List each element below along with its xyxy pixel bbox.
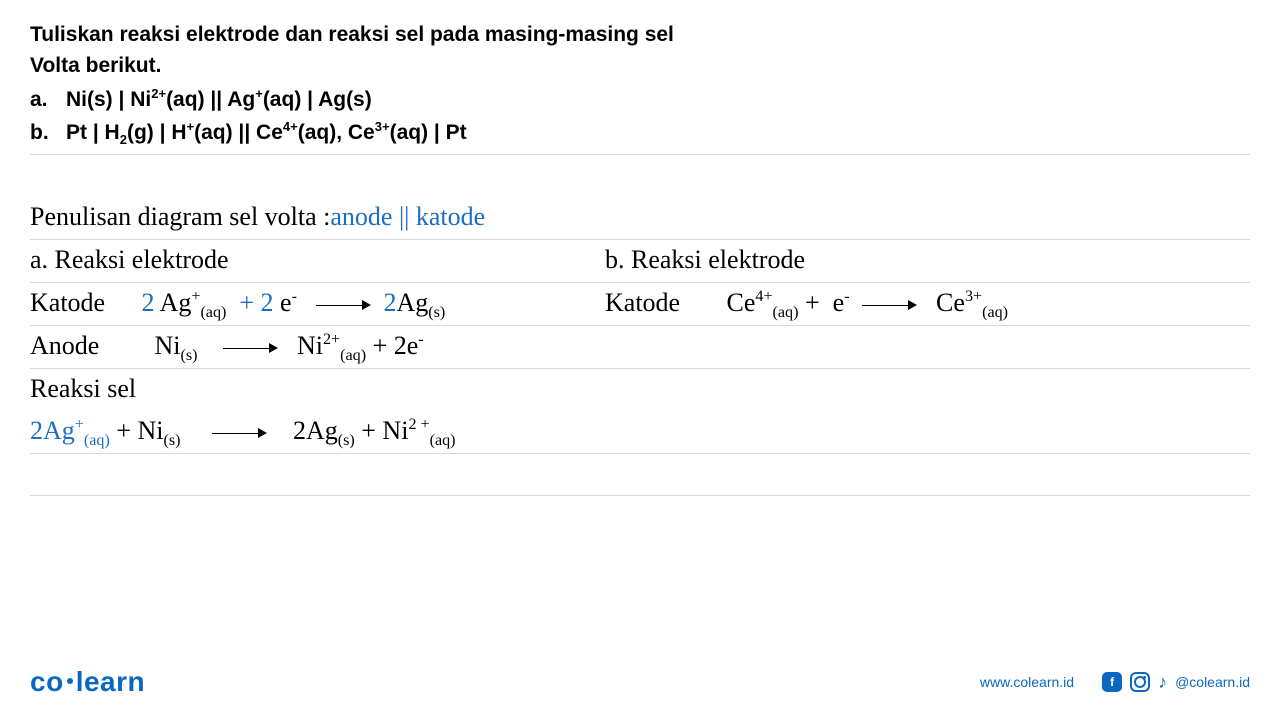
titles-row: a. Reaksi elektrode b. Reaksi elektrode xyxy=(30,240,1250,283)
facebook-icon: f xyxy=(1102,672,1122,692)
question-item-a: a. Ni(s) | Ni2+(aq) || Ag+(aq) | Ag(s) xyxy=(30,85,1250,114)
empty-row xyxy=(30,454,1250,496)
item-formula-a: Ni(s) | Ni2+(aq) || Ag+(aq) | Ag(s) xyxy=(66,85,372,114)
solution-heading-row: Penulisan diagram sel volta : anode || k… xyxy=(30,197,1250,240)
footer-url: www.colearn.id xyxy=(980,674,1074,690)
brand-dot-icon xyxy=(67,678,73,684)
question-block: Tuliskan reaksi elektrode dan reaksi sel… xyxy=(30,20,1250,148)
part-a-katode: Katode 2 Ag+(aq) + 2 e- 2Ag(s) xyxy=(30,288,605,318)
brand-logo: colearn xyxy=(30,666,145,698)
social-handle: @colearn.id xyxy=(1175,674,1250,690)
question-item-b: b. Pt | H2(g) | H+(aq) || Ce4+(aq), Ce3+… xyxy=(30,118,1250,147)
sel-lhs-blue: 2Ag+(aq) xyxy=(30,416,110,445)
reaksi-sel-label-row: Reaksi sel xyxy=(30,369,1250,411)
item-letter: b. xyxy=(30,118,48,147)
part-a-title: a. Reaksi elektrode xyxy=(30,245,605,275)
plus-2: + 2 xyxy=(233,288,280,317)
question-line-1: Tuliskan reaksi elektrode dan reaksi sel… xyxy=(30,20,1250,49)
anode-label: Anode xyxy=(30,331,135,361)
coef-2: 2 xyxy=(142,288,155,317)
brand-left: co xyxy=(30,666,64,697)
footer-right: www.colearn.id f ♪ @colearn.id xyxy=(980,672,1250,693)
footer: colearn www.colearn.id f ♪ @colearn.id xyxy=(30,666,1250,698)
social-icons: f ♪ @colearn.id xyxy=(1102,672,1250,693)
anode-row: Anode Ni(s) Ni2+(aq) + 2e- xyxy=(30,326,1250,369)
heading-highlight: anode || katode xyxy=(330,202,485,232)
reaksi-sel-row: 2Ag+(aq) + Ni(s) 2Ag(s) + Ni2 +(aq) xyxy=(30,411,1250,454)
katode-label-b: Katode xyxy=(605,288,720,318)
part-a-sel: 2Ag+(aq) + Ni(s) 2Ag(s) + Ni2 +(aq) xyxy=(30,416,730,446)
instagram-icon xyxy=(1130,672,1150,692)
brand-right: learn xyxy=(76,666,145,697)
coef-2b: 2 xyxy=(383,288,396,317)
reaksi-sel-label: Reaksi sel xyxy=(30,374,605,404)
part-b-katode: Katode Ce4+(aq) + e- Ce3+(aq) xyxy=(605,288,1250,318)
item-formula-b: Pt | H2(g) | H+(aq) || Ce4+(aq), Ce3+(aq… xyxy=(66,118,467,147)
item-letter: a. xyxy=(30,85,48,114)
katode-label: Katode xyxy=(30,288,135,318)
heading-prefix: Penulisan diagram sel volta : xyxy=(30,202,330,232)
question-line-2: Volta berikut. xyxy=(30,51,1250,80)
katode-row: Katode 2 Ag+(aq) + 2 e- 2Ag(s) Katode Ce… xyxy=(30,283,1250,326)
part-a-anode: Anode Ni(s) Ni2+(aq) + 2e- xyxy=(30,331,605,361)
part-b-title: b. Reaksi elektrode xyxy=(605,245,1250,275)
solution-block: Penulisan diagram sel volta : anode || k… xyxy=(30,197,1250,496)
tiktok-icon: ♪ xyxy=(1158,672,1167,693)
